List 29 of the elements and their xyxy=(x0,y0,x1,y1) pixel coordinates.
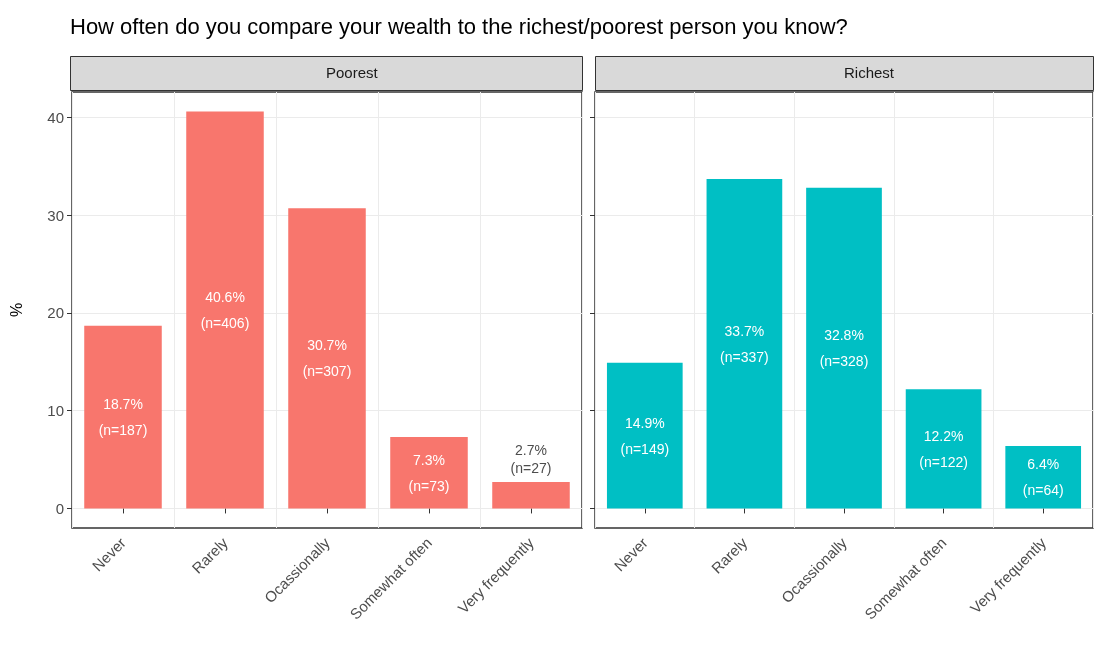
y-tick-label: 0 xyxy=(55,499,64,517)
data-label: 30.7% (n=307) xyxy=(302,337,352,380)
bar xyxy=(806,187,882,509)
data-label: 7.3% (n=73) xyxy=(408,451,450,494)
data-label: 32.8% (n=328) xyxy=(819,327,869,370)
data-label: 12.2% (n=122) xyxy=(919,427,968,470)
data-label: 33.7% (n=337) xyxy=(720,322,769,365)
bar xyxy=(186,111,264,509)
bar xyxy=(84,325,162,509)
data-label: 2.7% (n=27) xyxy=(510,442,552,477)
y-tick-label: 40 xyxy=(47,108,64,126)
y-tick-label: 20 xyxy=(47,304,64,322)
chart-subtitle: Richest xyxy=(844,64,895,81)
bar xyxy=(390,437,468,509)
bar xyxy=(606,362,683,509)
data-label: 18.7% (n=187) xyxy=(98,396,148,439)
y-tick-label: 10 xyxy=(47,402,64,420)
chart-title: How often do you compare your wealth to the richest/poorest person you know? xyxy=(70,14,848,40)
bar xyxy=(492,482,570,509)
chart-subtitle: Poorest xyxy=(326,64,379,81)
data-label: 40.6% (n=406) xyxy=(200,289,250,331)
bar xyxy=(905,389,982,509)
bar xyxy=(706,179,783,509)
bar xyxy=(1005,445,1082,509)
y-axis-title: % xyxy=(7,302,25,318)
bar xyxy=(288,208,366,509)
y-tick-label: 30 xyxy=(47,206,64,224)
data-label: 6.4% (n=64) xyxy=(1022,456,1064,499)
data-label: 14.9% (n=149) xyxy=(620,414,670,457)
